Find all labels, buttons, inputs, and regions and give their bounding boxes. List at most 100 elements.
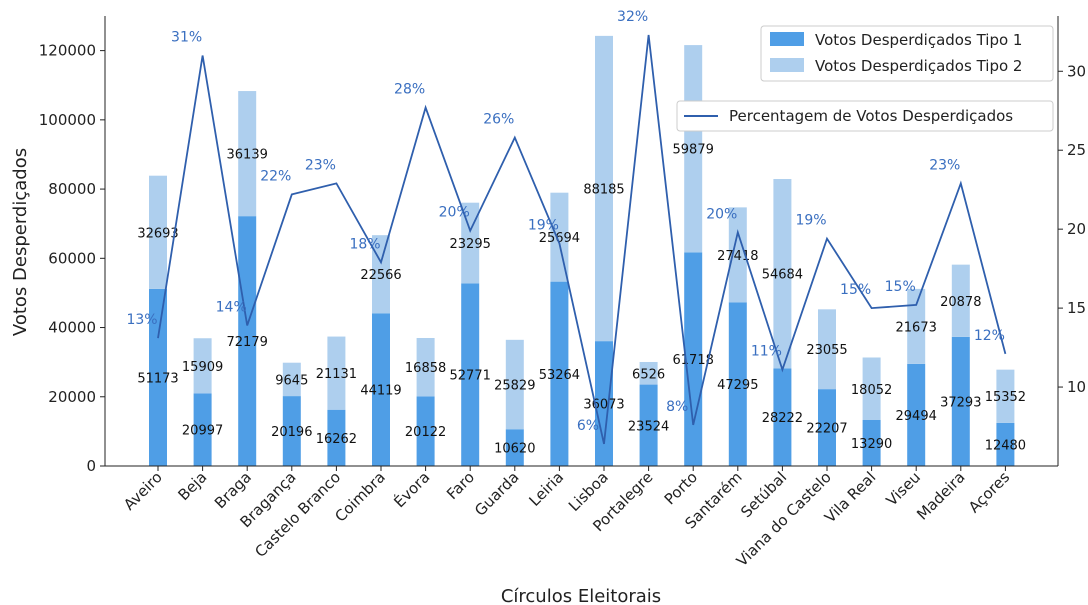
bar-label-tipo2: 18052 bbox=[851, 383, 892, 398]
bar-label-tipo2: 21673 bbox=[896, 320, 937, 335]
x-tick-label: Madeira bbox=[913, 468, 968, 523]
bar-tipo1 bbox=[818, 389, 836, 466]
bar-tipo1 bbox=[149, 288, 167, 466]
y2-tick-label: 25 bbox=[1067, 141, 1086, 159]
bar-label-tipo1: 20196 bbox=[271, 425, 312, 440]
y-tick-label: 60000 bbox=[48, 249, 96, 267]
bar-tipo2 bbox=[282, 362, 301, 397]
percentage-label: 13% bbox=[126, 312, 157, 328]
bar-label-tipo1: 20997 bbox=[182, 424, 223, 439]
bar-label-tipo2: 15909 bbox=[182, 360, 223, 375]
y-tick-label: 80000 bbox=[48, 180, 96, 198]
bar-tipo1 bbox=[550, 281, 569, 466]
bar-label-tipo1: 28222 bbox=[762, 411, 803, 426]
x-axis-title: Círculos Eleitorais bbox=[501, 586, 661, 605]
x-tick-label: Leiria bbox=[525, 468, 567, 510]
x-tick-label: Açores bbox=[965, 468, 1013, 516]
percentage-label: 14% bbox=[216, 299, 247, 315]
bar-tipo1 bbox=[595, 341, 613, 466]
x-tick-label: Évora bbox=[390, 467, 434, 511]
bar-tipo2 bbox=[996, 369, 1015, 423]
legend-label-tipo2: Votos Desperdiçados Tipo 2 bbox=[815, 57, 1022, 75]
bar-label-tipo1: 16262 bbox=[316, 432, 357, 447]
bar-tipo1 bbox=[728, 302, 747, 466]
x-tick-label: Aveiro bbox=[120, 468, 166, 514]
percentage-label: 32% bbox=[617, 9, 648, 25]
percentage-label: 15% bbox=[885, 279, 916, 295]
bar-label-tipo1: 12480 bbox=[985, 438, 1026, 453]
bar-label-tipo2: 25694 bbox=[539, 231, 580, 246]
percentage-label: 23% bbox=[305, 157, 336, 173]
bar-label-tipo2: 15352 bbox=[985, 390, 1026, 405]
legend-label-tipo1: Votos Desperdiçados Tipo 1 bbox=[815, 31, 1022, 49]
bar-label-tipo2: 25829 bbox=[494, 379, 535, 394]
percentage-label: 18% bbox=[349, 236, 380, 252]
bar-label-tipo1: 22207 bbox=[806, 422, 847, 437]
bar-tipo2 bbox=[773, 179, 792, 369]
bar-tipo2 bbox=[639, 361, 658, 385]
bar-label-tipo1: 36073 bbox=[583, 398, 624, 413]
bar-tipo2 bbox=[505, 339, 524, 430]
percentage-label: 26% bbox=[483, 112, 514, 128]
x-tick-label: Guarda bbox=[471, 468, 523, 520]
legend-swatch-tipo1 bbox=[770, 32, 804, 46]
percentage-label: 6% bbox=[577, 418, 599, 434]
bar-tipo2 bbox=[951, 264, 970, 337]
bar-tipo1 bbox=[684, 252, 703, 466]
bar-tipo1 bbox=[951, 336, 970, 466]
bar-tipo1 bbox=[327, 409, 346, 466]
legend-bars: Votos Desperdiçados Tipo 1 Votos Desperd… bbox=[760, 25, 1054, 82]
y-tick-label: 100000 bbox=[39, 111, 96, 129]
percentage-label: 15% bbox=[840, 282, 871, 298]
bars-layer bbox=[149, 35, 1015, 466]
bar-label-tipo1: 20122 bbox=[405, 425, 446, 440]
bar-tipo2 bbox=[595, 35, 613, 342]
bar-tipo2 bbox=[550, 192, 569, 282]
legend-bars-frame bbox=[760, 25, 1054, 82]
bar-tipo1 bbox=[639, 384, 658, 466]
bar-tipo2 bbox=[728, 207, 747, 303]
bar-tipo1 bbox=[238, 216, 257, 466]
bar-tipo1 bbox=[773, 368, 792, 466]
bar-label-tipo2: 54684 bbox=[762, 268, 803, 283]
y-axis-title: Votos Desperdiçados bbox=[10, 148, 31, 336]
bar-tipo1 bbox=[193, 393, 212, 466]
x-tick-label: Faro bbox=[443, 468, 478, 503]
percentage-label: 20% bbox=[706, 206, 737, 222]
legend-line-frame bbox=[676, 100, 1054, 132]
y2-tick-label: 10 bbox=[1067, 378, 1086, 396]
y-tick-label: 120000 bbox=[39, 42, 96, 60]
bar-label-tipo1: 23524 bbox=[628, 419, 669, 434]
bar-label-tipo2: 88185 bbox=[583, 183, 624, 198]
bar-label-tipo2: 20878 bbox=[940, 295, 981, 310]
bar-label-tipo2: 22566 bbox=[360, 268, 401, 283]
percentage-line-layer: 13% 31% 14% 22% 23% 18% 28% 20% 26% 19% 6% 32% 8% 20%… bbox=[126, 9, 1007, 445]
legend-line: Percentagem de Votos Desperdiçados bbox=[676, 100, 1054, 132]
bar-label-tipo1: 13290 bbox=[851, 437, 892, 452]
bar-label-tipo2: 21131 bbox=[316, 367, 357, 382]
axes-layer bbox=[104, 16, 1059, 467]
bar-label-tipo2: 23295 bbox=[450, 237, 491, 252]
bar-tipo2 bbox=[862, 357, 881, 420]
bar-label-tipo1: 72179 bbox=[227, 335, 268, 350]
percentage-label: 12% bbox=[974, 328, 1005, 344]
percentage-label: 8% bbox=[666, 399, 688, 415]
percentage-label: 19% bbox=[795, 213, 826, 229]
bar-label-tipo1: 44119 bbox=[360, 384, 401, 399]
percentage-label: 22% bbox=[260, 168, 291, 184]
bar-label-tipo2: 59879 bbox=[673, 143, 714, 158]
x-tick-label: Viseu bbox=[883, 468, 924, 509]
bar-tipo1 bbox=[461, 283, 480, 466]
x-tick-label: Beja bbox=[174, 468, 210, 504]
bar-label-tipo2: 32693 bbox=[137, 226, 178, 241]
bar-tipo2 bbox=[193, 338, 212, 394]
bar-label-tipo1: 10620 bbox=[494, 442, 535, 457]
bar-tipo2 bbox=[818, 309, 836, 390]
bar-tipo1 bbox=[416, 396, 435, 466]
bar-label-tipo2: 23055 bbox=[806, 343, 847, 358]
percentage-label: 11% bbox=[751, 344, 782, 360]
bar-label-tipo1: 37293 bbox=[940, 395, 981, 410]
bar-tipo2 bbox=[149, 175, 167, 289]
bar-tipo2 bbox=[327, 336, 346, 410]
y2-tick-label: 20 bbox=[1067, 220, 1086, 238]
